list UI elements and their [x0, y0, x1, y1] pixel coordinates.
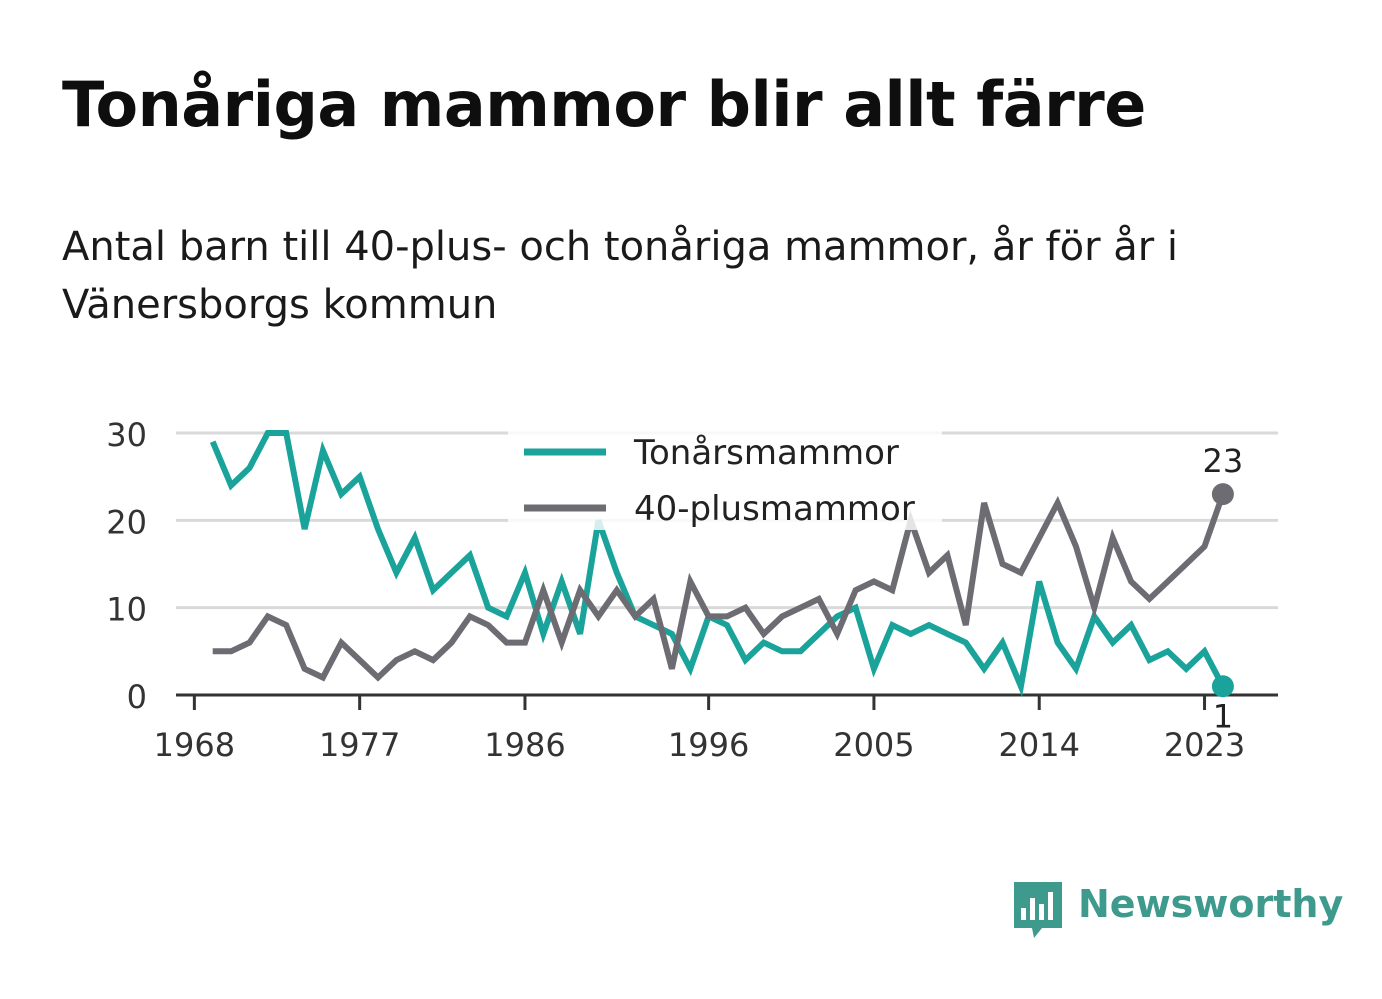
series-line-fortyplusmammor — [212, 493, 1226, 682]
end-point-marker — [1211, 675, 1234, 698]
x-tick-label: 2023 — [1164, 726, 1245, 764]
x-tick-label: 2005 — [833, 726, 914, 764]
x-tick-label: 1968 — [154, 726, 235, 764]
chart-subtitle: Antal barn till 40-plus- och tonåriga ma… — [62, 224, 1179, 328]
newsworthy-logo-icon — [1014, 882, 1062, 938]
y-tick-label: 10 — [106, 591, 147, 629]
y-axis: 0 10 20 30 — [106, 416, 147, 716]
x-axis: 1968 1977 1986 1996 2005 2014 2023 — [154, 693, 1278, 764]
end-point-marker — [1211, 483, 1234, 506]
legend-label: Tonårsmammor — [633, 433, 899, 473]
end-points: 1 23 — [1203, 442, 1244, 735]
series-lines — [209, 430, 1226, 697]
legend-label: 40-plusmammor — [634, 489, 915, 529]
y-tick-label: 0 — [127, 678, 147, 716]
y-tick-label: 20 — [106, 503, 147, 541]
x-tick-label: 1986 — [484, 726, 565, 764]
legend: Tonårsmammor 40-plusmammor — [508, 428, 942, 530]
end-point-label: 23 — [1203, 442, 1244, 480]
legend-box — [508, 428, 942, 530]
series-line-tonarsmammor — [209, 430, 1226, 697]
chart-title: Tonåriga mammor blir allt färre — [62, 68, 1146, 141]
y-tick-label: 30 — [106, 416, 147, 454]
x-tick-label: 1996 — [668, 726, 749, 764]
x-tick-label: 2014 — [999, 726, 1080, 764]
end-point-label: 1 — [1213, 697, 1233, 735]
brand-name: Newsworthy — [1078, 882, 1344, 926]
x-tick-label: 1977 — [319, 726, 400, 764]
